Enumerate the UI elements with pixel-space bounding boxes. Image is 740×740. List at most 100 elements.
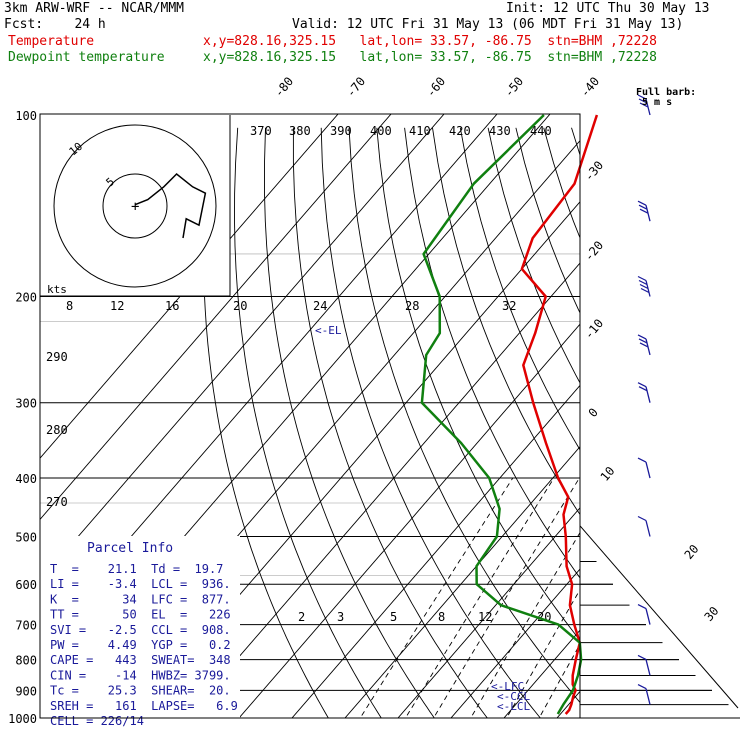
theta-label-290: 290 [46, 350, 68, 364]
mixing-label-20: 20 [233, 299, 247, 313]
pressure-label-900: 900 [15, 684, 37, 698]
isotherm--30 [291, 384, 580, 718]
dry-adiabat-400 [627, 128, 740, 731]
dry-adiabat-290 [320, 127, 541, 718]
wind-barb-flag [637, 94, 647, 100]
mixing-low-label-5: 5 [390, 610, 397, 624]
parcel-row: CELL = 226/14 [50, 714, 144, 728]
wind-barb-staff [645, 659, 651, 676]
barb-legend-title: Full barb: [636, 87, 696, 98]
parcel-row: LI = -3.4 LCL = 936. [50, 577, 231, 591]
isotherm-40 [652, 87, 740, 730]
isotherm--20 [344, 445, 580, 718]
parcel-row: K = 34 LFC = 877. [50, 592, 231, 606]
dewpoint-legend: Dewpoint temperature [8, 50, 165, 65]
mixing-low-label-3: 3 [337, 610, 344, 624]
parcel-row: Tc = 25.3 SHEAR= 20. [50, 684, 231, 698]
pressure-label-200: 200 [15, 291, 37, 305]
isotherm-10 [503, 629, 580, 718]
dry-adiabat-280 [292, 127, 488, 718]
wind-barb-flag [640, 287, 650, 294]
wind-barb-flag [637, 654, 647, 660]
mixing-ratio-8 [506, 588, 580, 718]
wind-barb-flag [638, 98, 648, 104]
isotherm-label--70: -70 [344, 74, 369, 100]
mixing-low-label-8: 8 [438, 610, 445, 624]
dry-adiabat-320 [404, 127, 580, 579]
parcel-info-title: Parcel Info [87, 541, 173, 556]
isotherm-label--10: -10 [582, 316, 607, 342]
theta-e-label-410: 410 [409, 124, 431, 138]
hodograph-trace [134, 172, 207, 239]
parcel-info-rows: T = 21.1 Td = 19.7LI = -3.4 LCL = 936.K … [50, 562, 238, 728]
theta-label-280: 280 [46, 423, 68, 437]
pressure-label-300: 300 [15, 397, 37, 411]
theta-e-label-420: 420 [449, 124, 471, 138]
dry-adiabat-300 [348, 127, 580, 704]
isotherm-label--30: -30 [582, 158, 607, 184]
wind-barb-staff [645, 688, 651, 705]
dry-adiabat-310 [376, 127, 580, 642]
pressure-label-100: 100 [15, 109, 37, 123]
isotherm-50 [705, 87, 740, 730]
isotherm-label--60: -60 [424, 74, 449, 100]
theta-label-270: 270 [46, 495, 68, 509]
mixing-label-32: 32 [502, 299, 516, 313]
isotherm--120 [40, 114, 339, 459]
parcel-row: TT = 50 EL = 226 [50, 608, 231, 622]
mixing-ratio-5 [470, 531, 580, 718]
isotherm-0 [450, 568, 580, 718]
mixing-label-12: 12 [110, 299, 124, 313]
mixing-ratio-1 [359, 477, 514, 718]
temperature-curve [520, 114, 599, 715]
wind-barb-flag [637, 457, 647, 463]
pressure-label-500: 500 [15, 530, 37, 544]
dry-adiabat-340 [459, 127, 580, 451]
wind-barb-flag [639, 102, 649, 108]
theta-labels: 370 380 390 400 410 420 430 440 290 280 270 [46, 124, 552, 509]
dewpoint-curve [420, 114, 583, 715]
isotherm-label--40: -40 [578, 74, 603, 100]
lcl-marker: <-LCL [497, 700, 530, 713]
isotherm--100 [40, 114, 445, 582]
isotherm-label--50: -50 [502, 74, 527, 100]
hodograph-ring-outer [53, 124, 217, 288]
mixing-ratio-labels: 8 12 16 20 24 28 322 3 5 8 12 20 [66, 299, 551, 624]
plot-frame [39, 113, 581, 719]
mixing-label-16: 16 [165, 299, 179, 313]
dry-adiabat-410 [655, 128, 740, 731]
hodograph-background [40, 115, 230, 296]
theta-e-label-400: 400 [370, 124, 392, 138]
parcel-row: T = 21.1 Td = 19.7 [50, 562, 223, 576]
wind-barb-flag [638, 386, 648, 392]
isotherm-label--20: -20 [582, 238, 607, 264]
wind-barb-flag [638, 204, 648, 210]
dry-adiabat-lines [202, 127, 740, 731]
wind-barb-staff [645, 386, 651, 403]
dry-adiabat-380 [571, 127, 580, 157]
el-marker: <-EL [315, 324, 342, 337]
theta-e-label-380: 380 [289, 124, 311, 138]
wind-barb-flag [639, 283, 649, 290]
isotherm-label-30: 30 [702, 604, 722, 624]
wind-barb-staff [645, 608, 651, 625]
mixing-label-8: 8 [66, 299, 73, 313]
wind-barb-flag [637, 382, 647, 388]
dry-adiabat-250 [202, 127, 329, 718]
wind-barb-flag [639, 208, 649, 214]
parcel-row: CIN = -14 HWBZ= 3799. [50, 668, 231, 682]
isotherm-label--80: -80 [272, 74, 297, 100]
temperature-legend: Temperature [8, 34, 95, 49]
init-time: Init: 12 UTC Thu 30 May 13 [506, 1, 710, 16]
dry-adiabat-270 [264, 127, 435, 718]
wind-barb-staff [645, 461, 651, 479]
valid-time: Valid: 12 UTC Fri 31 May 13 (06 MDT Fri … [292, 17, 684, 32]
parcel-row: SREH = 161 LAPSE= 6.9 [50, 699, 238, 713]
parcel-info-box [40, 536, 240, 718]
dry-adiabat-260 [234, 127, 382, 718]
mixing-label-24: 24 [313, 299, 327, 313]
wind-barb-flag [639, 342, 649, 348]
isotherm-label-0: 0 [586, 405, 601, 420]
mixing-ratio-2 [404, 477, 555, 718]
